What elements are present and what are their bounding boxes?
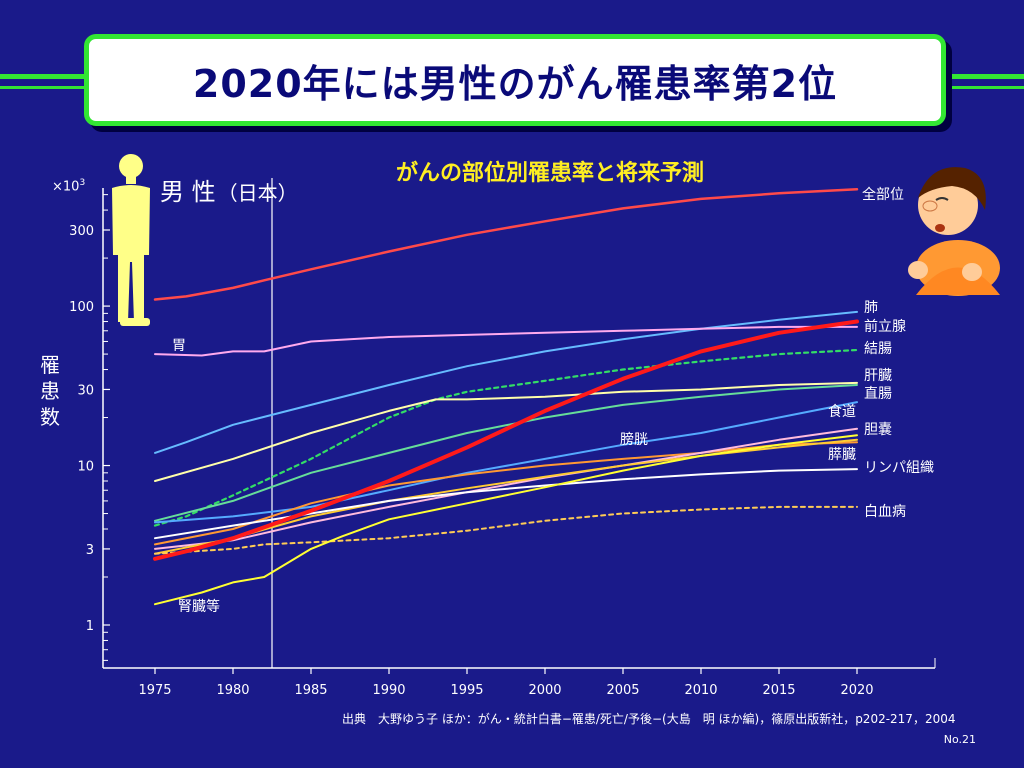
page-number: No.21 xyxy=(943,733,976,746)
series-label-胃: 胃 xyxy=(172,338,186,354)
y-ticks: 1 3 10 30 100 300 xyxy=(69,224,110,634)
x-tick-label: 2005 xyxy=(606,683,639,698)
series-label-膀胱: 膀胱 xyxy=(620,431,648,448)
series-line-胃 xyxy=(154,325,858,357)
series-line-膵臓 xyxy=(154,438,858,555)
y-unit-base: ×10 xyxy=(52,179,80,195)
series-line-膀胱 xyxy=(154,441,858,546)
series-line-結腸 xyxy=(153,348,859,527)
y-tick-label: 1 xyxy=(86,619,94,634)
source-citation: 出典 大野ゆう子 ほか：がん・統計白書−罹患/死亡/予後−(大島 明 ほか編)，… xyxy=(342,712,956,726)
y-unit-exponent: 3 xyxy=(79,178,86,188)
y-tick-label: 300 xyxy=(69,224,94,239)
series-line-リンパ組織 xyxy=(154,468,858,540)
series-line-直腸 xyxy=(154,384,858,522)
gender-label: 男 性（日本） xyxy=(160,172,298,207)
series-line-全部位 xyxy=(153,188,859,301)
series-label-肝臓: 肝臓 xyxy=(864,368,892,384)
y-tick-label: 3 xyxy=(86,543,94,558)
series-line-前立腺 xyxy=(153,319,859,561)
worried-man-icon xyxy=(908,167,1000,296)
y-tick-label: 100 xyxy=(69,300,94,315)
series-line-肺 xyxy=(154,310,858,454)
chart-subtitle: がんの部位別罹患率と将来予測 xyxy=(395,161,704,186)
x-tick-label: 1980 xyxy=(216,683,249,698)
page-title: 2020年には男性のがん罹患率第2位 xyxy=(192,61,838,106)
x-tick-label: 2015 xyxy=(762,683,795,698)
series-label-肺: 肺 xyxy=(864,300,878,316)
x-tick-label: 2010 xyxy=(684,683,717,698)
series-label-前立腺: 前立腺 xyxy=(864,318,906,335)
x-tick-label: 1995 xyxy=(450,683,483,698)
x-tick-label: 2020 xyxy=(840,683,873,698)
series-line-肝臓 xyxy=(154,381,858,482)
series-lines xyxy=(153,188,859,606)
man-silhouette-icon xyxy=(112,154,150,326)
series-label-食道: 食道 xyxy=(828,403,856,420)
series-label-結腸: 結腸 xyxy=(864,341,892,357)
x-tick-label: 1975 xyxy=(138,683,171,698)
gender-sub: （日本） xyxy=(217,181,298,205)
gender-main: 男 性 xyxy=(160,178,216,206)
y-minor-ticks xyxy=(103,194,108,661)
series-line-胆嚢 xyxy=(154,427,858,550)
series-line-食道 xyxy=(154,401,858,524)
x-tick-label: 2000 xyxy=(528,683,561,698)
x-tick-label: 1990 xyxy=(372,683,405,698)
series-label-リンパ組織: リンパ組織 xyxy=(864,460,934,476)
y-axis-title: 罹患数 xyxy=(40,353,60,429)
series-line-腎臓等 xyxy=(154,434,858,606)
title-box: 2020年には男性のがん罹患率第2位 xyxy=(84,34,946,126)
series-label-直腸: 直腸 xyxy=(864,385,892,402)
series-label-膵臓: 膵臓 xyxy=(828,447,856,463)
y-tick-label: 30 xyxy=(77,383,94,398)
series-line-白血病 xyxy=(154,505,858,555)
x-ticks: 1975 1980 1985 1990 1995 2000 2005 2010 2015 2020 xyxy=(138,668,874,698)
series-label-白血病: 白血病 xyxy=(864,504,906,520)
series-label-胆嚢: 胆嚢 xyxy=(864,422,892,438)
x-tick-label: 1985 xyxy=(294,683,327,698)
y-tick-label: 10 xyxy=(77,460,94,475)
series-label-腎臓等: 腎臓等 xyxy=(178,598,220,615)
series-label-全部位: 全部位 xyxy=(862,186,904,203)
y-unit-label: ×103 xyxy=(52,178,85,194)
